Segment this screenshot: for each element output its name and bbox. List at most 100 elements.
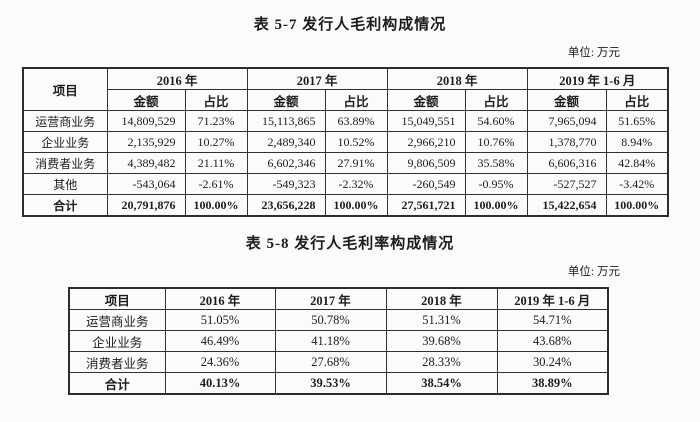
cell-ratio: 38.89% xyxy=(496,372,609,395)
cell-amount: 7,965,094 xyxy=(526,110,607,132)
cell-ratio: 100.00% xyxy=(605,194,669,217)
table1-header-subcols: 金额 占比 金额 占比 金额 占比 金额 占比 xyxy=(23,89,669,111)
row-label: 运营商业务 xyxy=(68,309,166,331)
table1-title: 表 5-7 发行人毛利构成情况 xyxy=(253,17,447,33)
cell-amount: 2,966,210 xyxy=(386,131,466,153)
cell-amount: -260,549 xyxy=(386,173,466,195)
cell-amount: 2,489,340 xyxy=(246,131,326,153)
cell-amount: -549,323 xyxy=(246,173,326,195)
table1-subheader-amount: 金额 xyxy=(386,89,466,111)
cell-ratio: 38.54% xyxy=(385,372,498,395)
cell-ratio: 10.52% xyxy=(324,131,388,153)
table1-header-years: 项目 2016 年 2017 年 2018 年 2019 年 1-6 月 xyxy=(22,67,669,111)
cell-amount: 23,656,228 xyxy=(246,194,326,217)
cell-ratio: 28.33% xyxy=(385,351,498,373)
cell-amount: 14,809,529 xyxy=(106,110,186,132)
cell-amount: 6,602,346 xyxy=(246,152,326,174)
cell-amount: -543,064 xyxy=(106,173,186,195)
cell-ratio: 54.60% xyxy=(464,110,528,132)
table1-header-2016: 2016 年 xyxy=(106,67,248,90)
cell-ratio: 43.68% xyxy=(496,330,609,352)
table1-row-total: 合计 20,791,876 100.00% 23,656,228 100.00%… xyxy=(22,194,669,217)
cell-ratio: 39.53% xyxy=(274,372,387,395)
row-label: 企业业务 xyxy=(68,330,166,352)
cell-ratio: -2.32% xyxy=(324,173,388,195)
table1-subheader-amount: 金额 xyxy=(526,89,607,111)
cell-ratio: 27.91% xyxy=(324,152,388,174)
cell-amount: 15,113,865 xyxy=(246,110,326,132)
cell-amount: 15,422,654 xyxy=(526,194,607,217)
document-page: 表 5-7 发行人毛利构成情况 单位: 万元 项目 2016 年 2017 年 … xyxy=(22,17,670,395)
cell-amount: 20,791,876 xyxy=(106,194,186,217)
table1-row-enterprise: 企业业务 2,135,929 10.27% 2,489,340 10.52% 2… xyxy=(22,131,669,153)
row-label: 合计 xyxy=(68,372,166,395)
cell-ratio: 51.31% xyxy=(385,309,498,331)
cell-ratio: 8.94% xyxy=(605,131,669,153)
table1-row-carrier: 运营商业务 14,809,529 71.23% 15,113,865 63.89… xyxy=(22,110,669,132)
cell-ratio: 21.11% xyxy=(184,152,248,174)
table2-row-enterprise: 企业业务 46.49% 41.18% 39.68% 43.68% xyxy=(68,330,609,352)
table1-subheader-amount: 金额 xyxy=(246,89,326,111)
table1-unit-label: 单位: 万元 xyxy=(567,47,620,59)
cell-ratio: 51.05% xyxy=(164,309,276,331)
cell-ratio: 71.23% xyxy=(184,110,248,132)
table2-row-carrier: 运营商业务 51.05% 50.78% 51.31% 54.71% xyxy=(68,309,609,331)
cell-ratio: 35.58% xyxy=(464,152,528,174)
table1-header-2017: 2017 年 xyxy=(246,67,388,90)
cell-ratio: -0.95% xyxy=(464,173,528,195)
table2-header-2018: 2018 年 xyxy=(385,287,498,310)
cell-ratio: 27.68% xyxy=(274,351,387,373)
cell-ratio: 39.68% xyxy=(385,330,498,352)
row-label: 合计 xyxy=(22,194,108,217)
cell-ratio: 30.24% xyxy=(496,351,609,373)
cell-ratio: 24.36% xyxy=(164,351,276,373)
cell-amount: 6,606,316 xyxy=(526,152,607,174)
cell-ratio: 51.65% xyxy=(605,110,669,132)
table2-row-total: 合计 40.13% 39.53% 38.54% 38.89% xyxy=(68,372,609,395)
table1-row-other: 其他 -543,064 -2.61% -549,323 -2.32% -260,… xyxy=(22,173,669,195)
cell-ratio: 10.27% xyxy=(184,131,248,153)
cell-ratio: 100.00% xyxy=(184,194,248,217)
cell-ratio: 40.13% xyxy=(164,372,276,395)
row-label: 企业业务 xyxy=(22,131,108,153)
cell-ratio: 42.84% xyxy=(605,152,669,174)
row-label: 消费者业务 xyxy=(68,351,166,373)
cell-amount: 1,378,770 xyxy=(526,131,607,153)
cell-ratio: 46.49% xyxy=(164,330,276,352)
table1-header-item: 项目 xyxy=(22,67,108,111)
table2-header-2016: 2016 年 xyxy=(164,287,276,310)
cell-ratio: 10.76% xyxy=(464,131,528,153)
cell-amount: -527,527 xyxy=(526,173,607,195)
table2-header: 项目 2016 年 2017 年 2018 年 2019 年 1-6 月 xyxy=(68,287,609,310)
table1-header-2019: 2019 年 1-6 月 xyxy=(526,67,669,90)
table2-row-consumer: 消费者业务 24.36% 27.68% 28.33% 30.24% xyxy=(68,351,609,373)
cell-amount: 15,049,551 xyxy=(386,110,466,132)
cell-amount: 27,561,721 xyxy=(386,194,466,217)
cell-amount: 4,389,482 xyxy=(106,152,186,174)
cell-ratio: 63.89% xyxy=(324,110,388,132)
cell-ratio: 100.00% xyxy=(464,194,528,217)
table2-header-2017: 2017 年 xyxy=(274,287,387,310)
gross-margin-table: 项目 2016 年 2017 年 2018 年 2019 年 1-6 月 运营商… xyxy=(68,287,609,395)
table2-title: 表 5-8 发行人毛利率构成情况 xyxy=(245,236,455,252)
table2-header-2019: 2019 年 1-6 月 xyxy=(496,287,609,310)
cell-ratio: 100.00% xyxy=(324,194,388,217)
table1-subheader-ratio: 占比 xyxy=(324,89,388,111)
table1-subheader-ratio: 占比 xyxy=(605,89,669,111)
gross-profit-table: 项目 2016 年 2017 年 2018 年 2019 年 1-6 月 金额 … xyxy=(22,67,670,217)
cell-ratio: 50.78% xyxy=(274,309,387,331)
cell-ratio: 54.71% xyxy=(496,309,609,331)
cell-ratio: -3.42% xyxy=(605,173,669,195)
table2-unit-label: 单位: 万元 xyxy=(567,266,620,278)
table1-row-consumer: 消费者业务 4,389,482 21.11% 6,602,346 27.91% … xyxy=(22,152,669,174)
cell-ratio: 41.18% xyxy=(274,330,387,352)
row-label: 消费者业务 xyxy=(22,152,108,174)
cell-amount: 9,806,509 xyxy=(386,152,466,174)
row-label: 运营商业务 xyxy=(22,110,108,132)
cell-amount: 2,135,929 xyxy=(106,131,186,153)
table1-subheader-ratio: 占比 xyxy=(184,89,248,111)
table1-header-2018: 2018 年 xyxy=(386,67,528,90)
table1-subheader-amount: 金额 xyxy=(106,89,186,111)
row-label: 其他 xyxy=(22,173,108,195)
table1-subheader-ratio: 占比 xyxy=(464,89,528,111)
